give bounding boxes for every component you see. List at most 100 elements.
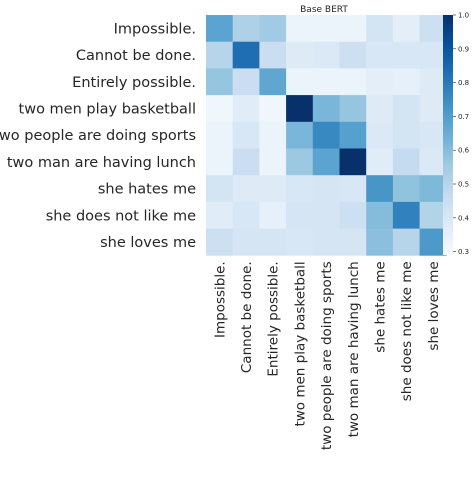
heatmap-cell-r3-c4 xyxy=(312,95,340,123)
row-label: Cannot be done. xyxy=(76,48,196,64)
row-label: two men play basketball xyxy=(19,101,196,117)
heatmap-cell-r7-c3 xyxy=(286,201,314,229)
colorbar: 1.0 0.9 0.8 0.7 0.6 0.5 0.4 0.3 xyxy=(443,12,470,256)
heatmap-cell-r6-c4 xyxy=(312,175,340,203)
column-labels: Impossible. Cannot be done. Entirely possi… xyxy=(212,261,442,450)
heatmap-cell-r0-c7 xyxy=(392,15,420,43)
heatmap-cell-r1-c8 xyxy=(419,41,447,69)
heatmap-cell-r2-c3 xyxy=(286,68,314,96)
heatmap-cell-r6-c1 xyxy=(232,175,260,203)
heatmap-cell-r7-c8 xyxy=(419,201,447,229)
colorbar-tick-label: 0.9 xyxy=(458,45,469,53)
heatmap-cell-r8-c7 xyxy=(392,228,420,256)
row-labels: Impossible. Cannot be done. Entirely possi… xyxy=(0,21,196,251)
colorbar-tick-label: 0.5 xyxy=(458,181,469,189)
heatmap-cell-r3-c5 xyxy=(339,95,367,123)
heatmap-cell-r7-c6 xyxy=(366,201,394,229)
heatmap-cell-r0-c8 xyxy=(419,15,447,43)
heatmap-cell-r5-c5 xyxy=(339,148,367,176)
chart-title: Base BERT xyxy=(300,5,348,15)
heatmap-cell-r8-c8 xyxy=(419,228,447,256)
heatmap-cell-r1-c1 xyxy=(232,41,260,69)
heatmap-cell-r1-c2 xyxy=(259,41,287,69)
heatmap-cell-r5-c2 xyxy=(259,148,287,176)
heatmap-cell-r1-c4 xyxy=(312,41,340,69)
heatmap-cell-r4-c0 xyxy=(206,121,234,149)
heatmap-cell-r0-c4 xyxy=(312,15,340,43)
column-label: Cannot be done. xyxy=(239,261,255,373)
heatmap-cell-r1-c3 xyxy=(286,41,314,69)
heatmap-cell-r6-c6 xyxy=(366,175,394,203)
column-label: Entirely possible. xyxy=(266,261,282,376)
heatmap-cell-r6-c2 xyxy=(259,175,287,203)
heatmap-cell-r3-c8 xyxy=(419,95,447,123)
heatmap-cell-r1-c5 xyxy=(339,41,367,69)
heatmap-cell-r5-c8 xyxy=(419,148,447,176)
heatmap-cell-r1-c7 xyxy=(392,41,420,69)
heatmap-cell-r4-c1 xyxy=(232,121,260,149)
heatmap-cell-r2-c1 xyxy=(232,68,260,96)
heatmap-cell-r5-c7 xyxy=(392,148,420,176)
row-label: two man are having lunch xyxy=(7,155,196,171)
heatmap-cell-r7-c0 xyxy=(206,201,234,229)
heatmap-cell-r7-c2 xyxy=(259,201,287,229)
row-label: Impossible. xyxy=(114,21,196,37)
heatmap-cell-r2-c5 xyxy=(339,68,367,96)
heatmap-cell-r2-c6 xyxy=(366,68,394,96)
heatmap-cell-r7-c4 xyxy=(312,201,340,229)
heatmap-cell-r7-c1 xyxy=(232,201,260,229)
heatmap-cell-r3-c2 xyxy=(259,95,287,123)
heatmap-cell-r8-c6 xyxy=(366,228,394,256)
colorbar-ticks: 1.0 0.9 0.8 0.7 0.6 0.5 0.4 0.3 xyxy=(453,12,470,256)
heatmap-cell-r6-c5 xyxy=(339,175,367,203)
colorbar-tick-label: 0.8 xyxy=(458,79,469,87)
colorbar-tick-label: 0.4 xyxy=(458,214,470,222)
heatmap-cell-r6-c7 xyxy=(392,175,420,203)
heatmap-cell-r0-c0 xyxy=(206,15,234,43)
column-label: Impossible. xyxy=(212,261,228,338)
heatmap-cell-r3-c6 xyxy=(366,95,394,123)
column-label: two people are doing sports xyxy=(319,261,335,450)
colorbar-tick-label: 0.7 xyxy=(458,113,469,121)
heatmap-cell-r6-c3 xyxy=(286,175,314,203)
heatmap-cell-r5-c3 xyxy=(286,148,314,176)
heatmap-cell-r3-c7 xyxy=(392,95,420,123)
colorbar-tick-label: 0.6 xyxy=(458,147,470,155)
heatmap-cell-r6-c8 xyxy=(419,175,447,203)
heatmap-cell-r7-c5 xyxy=(339,201,367,229)
heatmap-cell-r5-c0 xyxy=(206,148,234,176)
heatmap-cell-r2-c4 xyxy=(312,68,340,96)
heatmap-cell-r8-c3 xyxy=(286,228,314,256)
heatmap-cell-r8-c0 xyxy=(206,228,234,256)
column-label: two man are having lunch xyxy=(346,261,362,437)
heatmap-cell-r2-c7 xyxy=(392,68,420,96)
heatmap-cell-r7-c7 xyxy=(392,201,420,229)
heatmap-cell-r2-c8 xyxy=(419,68,447,96)
heatmap-cell-r4-c4 xyxy=(312,121,340,149)
row-label: she does not like me xyxy=(46,208,196,224)
heatmap-cell-r8-c4 xyxy=(312,228,340,256)
heatmap-cell-r8-c5 xyxy=(339,228,367,256)
heatmap-cell-r0-c6 xyxy=(366,15,394,43)
heatmap-cell-r5-c1 xyxy=(232,148,260,176)
heatmap-cell-r3-c3 xyxy=(286,95,314,123)
heatmap-cell-r8-c1 xyxy=(232,228,260,256)
colorbar-gradient xyxy=(443,15,453,255)
column-label: she loves me xyxy=(426,261,442,350)
heatmap-cell-r3-c1 xyxy=(232,95,260,123)
column-label: she does not like me xyxy=(399,261,415,401)
heatmap-cell-r1-c6 xyxy=(366,41,394,69)
row-label: two people are doing sports xyxy=(0,128,196,144)
heatmap-cell-r5-c4 xyxy=(312,148,340,176)
heatmap-cells xyxy=(206,15,447,256)
heatmap-cell-r8-c2 xyxy=(259,228,287,256)
heatmap-cell-r0-c5 xyxy=(339,15,367,43)
heatmap-cell-r1-c0 xyxy=(206,41,234,69)
heatmap-cell-r0-c1 xyxy=(232,15,260,43)
column-label: two men play basketball xyxy=(292,261,308,426)
heatmap-cell-r0-c2 xyxy=(259,15,287,43)
heatmap-cell-r6-c0 xyxy=(206,175,234,203)
heatmap-cell-r5-c6 xyxy=(366,148,394,176)
row-label: she loves me xyxy=(100,235,196,251)
